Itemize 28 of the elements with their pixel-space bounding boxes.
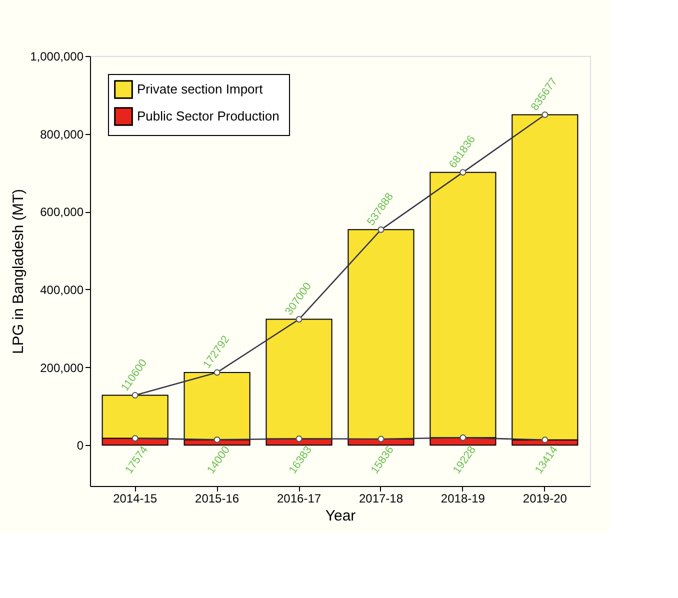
x-tick-label: 2015-16 [195,492,240,506]
x-axis-title: Year [325,508,356,524]
point [296,316,302,323]
y-tick-label: 800,000 [40,127,84,142]
x-tick-label: 2017-18 [358,492,404,506]
y-tick-label: 200,000 [40,360,84,375]
legend-label: Public Sector Production [137,108,280,124]
point [460,434,466,441]
x-tick-label: 2019-20 [522,492,568,506]
point [296,436,302,442]
x-tick-label: 2018-19 [440,492,486,506]
y-axis-title: LPG in Bangladesh (MT) [10,188,28,354]
y-tick-label: 600,000 [40,205,84,220]
x-tick-label: 2014-15 [113,492,158,506]
point [542,111,548,118]
y-tick-label: 1,000,000 [30,50,84,64]
point [378,226,384,233]
legend-label: Private section Import [137,82,264,96]
point [132,392,138,398]
point [214,436,220,443]
y-tick-label: 0 [76,438,84,453]
point [542,436,548,444]
point [214,369,220,376]
y-tick-label: 400,000 [40,282,84,297]
point [132,435,138,442]
point [378,436,384,442]
x-tick-label: 2016-17 [276,492,322,506]
point [460,169,466,176]
